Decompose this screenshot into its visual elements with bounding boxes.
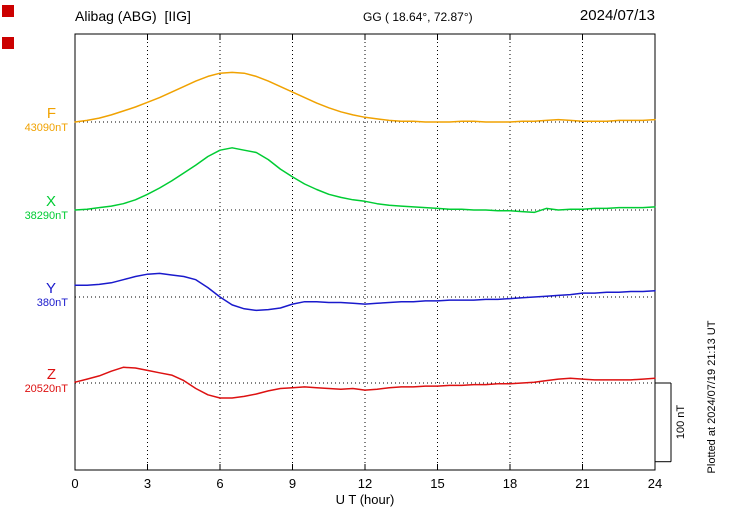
axis-ticks [74,34,656,470]
plot-date: 2024/07/13 [579,7,655,24]
x-tick-label: 0 [71,476,79,491]
x-axis-label: U T (hour) [335,492,395,507]
series-letter-x: X [45,193,56,210]
series-label-x: X 38290nT [0,193,68,223]
gridlines [75,34,671,470]
series-baseline-y: 380nT [36,297,68,309]
x-tick-label: 3 [143,476,152,491]
plot-frame [74,33,656,471]
x-tick-label: 18 [502,476,518,491]
x-tick-label: 9 [288,476,297,491]
series-letter-z: Z [46,366,56,383]
x-tick-label: 6 [216,476,224,491]
series-baseline-f: 43090nT [24,122,68,134]
series-label-f: F 43090nT [0,105,68,135]
trace-Z [74,366,656,399]
series-letter-f: F [46,105,56,122]
red-marker-second [2,37,14,49]
x-tick-label: 15 [430,476,445,491]
series-label-y: Y 380nT [0,280,68,310]
red-marker-top [2,5,14,17]
station-title: Alibag (ABG) [IIG] [75,8,191,24]
scale-bar [655,382,672,463]
series-baseline-x: 38290nT [24,210,68,222]
series-letter-y: Y [45,280,56,297]
series-label-z: Z 20520nT [0,366,68,396]
plot-timestamp-note: Plotted at 2024/07/19 21:13 UT [706,320,718,474]
series-baseline-z: 20520nT [24,383,68,395]
trace-Y [74,272,656,312]
scale-bar-label: 100 nT [675,404,687,440]
x-tick-label: 12 [357,476,373,491]
trace-F [74,71,656,123]
x-tick-label: 21 [575,476,590,491]
trace-X [74,147,656,214]
gg-coordinates: GG ( 18.64°, 72.87°) [363,10,473,24]
x-tick-label: 24 [647,476,663,491]
